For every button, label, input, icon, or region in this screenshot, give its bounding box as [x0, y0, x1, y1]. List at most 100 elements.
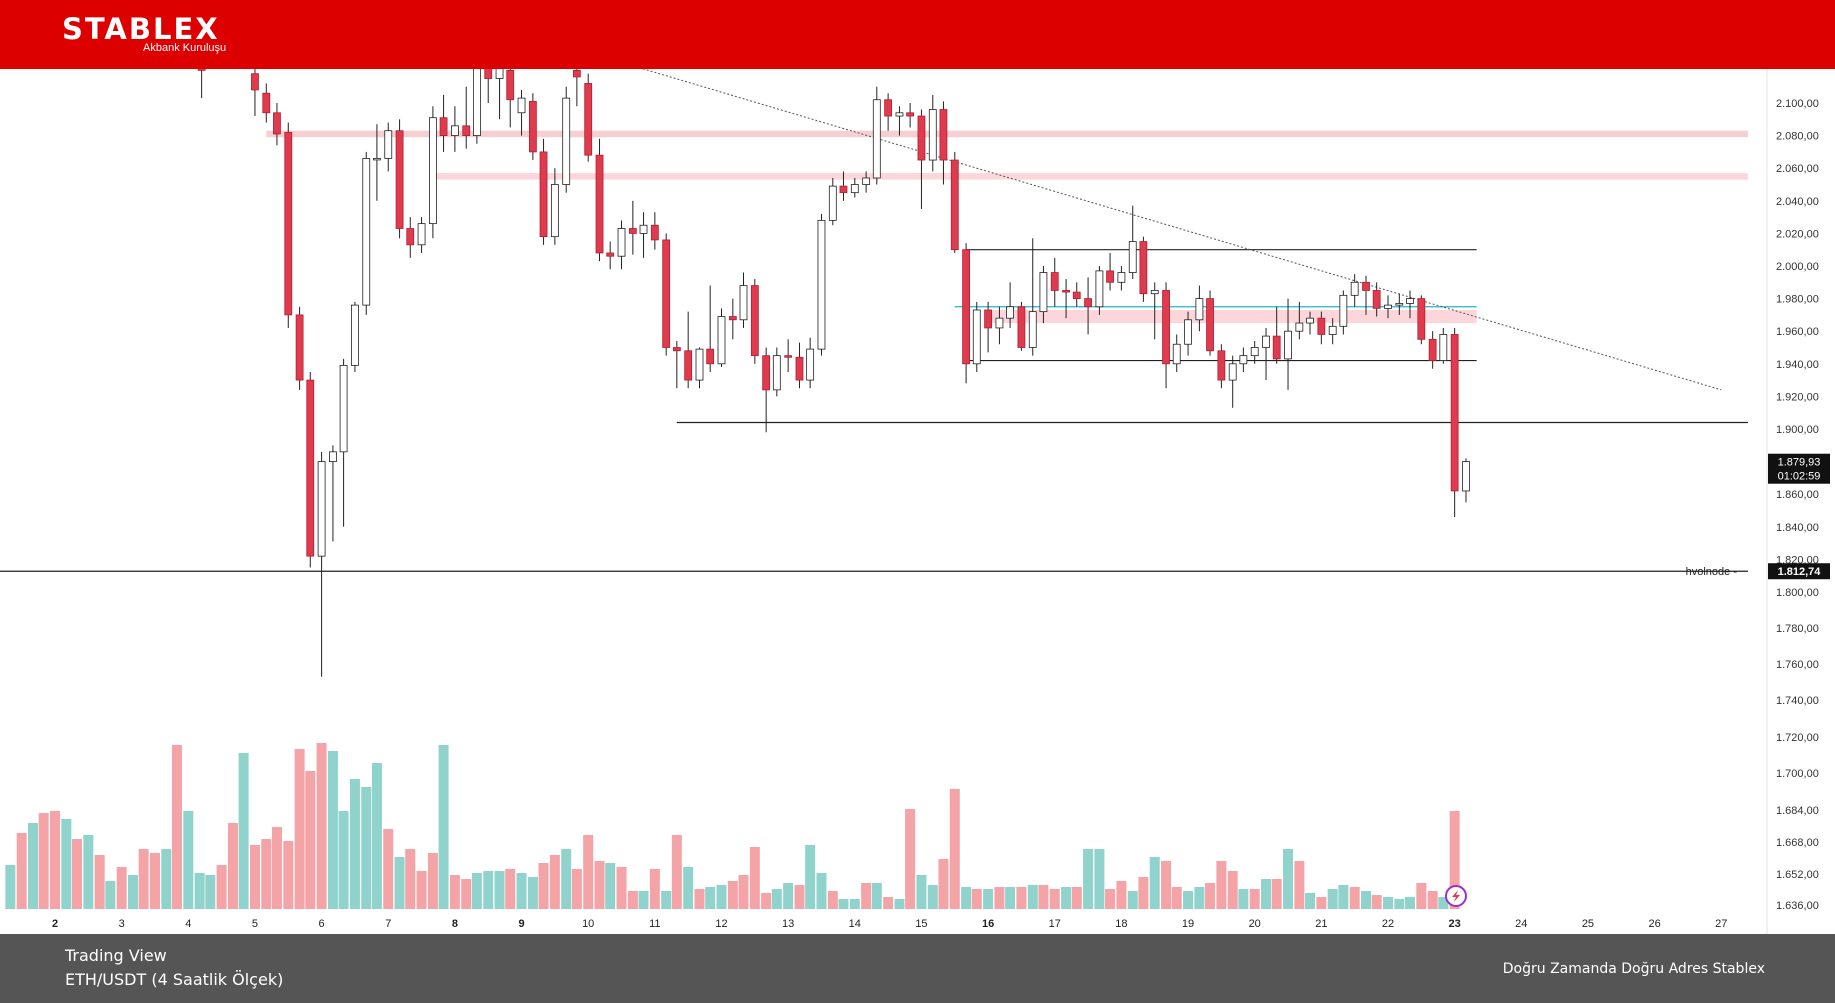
candle-body	[639, 224, 648, 234]
candle-body	[1228, 363, 1237, 381]
x-tick-label: 13	[782, 918, 794, 930]
candle-body	[772, 355, 781, 391]
volume-bar	[638, 891, 649, 909]
candle-body	[1306, 317, 1314, 324]
candle-body	[1362, 281, 1370, 291]
candle-body	[373, 158, 381, 161]
x-tick-label: 24	[1515, 918, 1527, 930]
volume-bar	[283, 841, 294, 909]
candle-body	[984, 309, 992, 329]
footer-subtitle: ETH/USDT (4 Saatlik Ölçek)	[65, 970, 284, 989]
chart-area[interactable]: 2.100,00 2.080,00 2.060,00 2.040,00 2.020,00…	[0, 45, 1835, 934]
volume-bar	[771, 889, 782, 909]
volume-bar	[1294, 861, 1305, 909]
volume-bar	[427, 853, 438, 909]
volume-bar	[1283, 849, 1294, 909]
candle-body	[928, 109, 937, 161]
candle-body	[862, 177, 871, 185]
x-tick-label: 4	[185, 918, 191, 930]
candle-body	[939, 109, 948, 161]
volume-bar	[271, 827, 282, 909]
candle-body	[1328, 325, 1337, 335]
candle-body	[806, 348, 815, 381]
candle-body	[429, 117, 437, 225]
volume-bar	[1083, 849, 1094, 909]
resistance-zone	[266, 130, 1748, 138]
y-tick-label: 1.840,00	[1776, 522, 1819, 534]
candle-body	[251, 73, 259, 91]
resistance-zone	[988, 310, 1477, 324]
volume-bar	[316, 743, 327, 909]
volume-bar	[649, 869, 660, 909]
volume-bar	[616, 867, 627, 909]
header-bar: STABLEX Akbank Kuruluşu	[0, 0, 1835, 69]
y-tick-label: 2.000,00	[1776, 261, 1819, 273]
volume-bar	[794, 885, 805, 909]
candle-body	[1106, 270, 1114, 283]
candle-body	[684, 350, 693, 381]
x-tick-label: 10	[582, 918, 594, 930]
x-tick-label: 17	[1049, 918, 1061, 930]
volume-bar	[1238, 889, 1249, 909]
y-tick-label: 2.040,00	[1776, 196, 1819, 208]
candle-body	[484, 69, 493, 79]
volume-bar	[461, 879, 472, 909]
candle-body	[917, 115, 926, 161]
volume-bar	[727, 881, 738, 909]
x-tick-label: 12	[715, 918, 727, 930]
candle-body	[795, 356, 804, 381]
volume-bar	[838, 899, 849, 909]
volume-bar	[861, 883, 872, 909]
volume-bar	[138, 849, 149, 909]
price-chart[interactable]: 2.100,00 2.080,00 2.060,00 2.040,00 2.020,00…	[0, 45, 1835, 934]
candle-body	[1172, 343, 1181, 365]
candle-body	[1195, 298, 1204, 321]
volume-bar	[238, 753, 249, 909]
candle-body	[972, 309, 981, 365]
volume-bar	[28, 823, 39, 909]
candle-body	[197, 69, 206, 71]
candle-body	[528, 100, 537, 153]
volume-bar	[171, 745, 182, 909]
x-tick-label: 20	[1249, 918, 1261, 930]
volume-bar	[183, 811, 194, 909]
candle-body	[1384, 304, 1392, 309]
volume-bar	[261, 839, 272, 909]
volume-bar	[594, 861, 605, 909]
volume-bar	[1183, 891, 1194, 909]
candle-body	[1217, 350, 1226, 381]
candle-body	[1050, 272, 1059, 291]
candle-body	[672, 347, 681, 352]
lightning-icon[interactable]	[1444, 885, 1467, 907]
volume-bar	[1404, 897, 1415, 909]
candle-body	[662, 239, 671, 348]
candle-body	[329, 451, 337, 463]
candle-body	[1272, 335, 1281, 360]
volume-bar	[705, 887, 716, 909]
candle-body	[1206, 298, 1214, 352]
volume-bar	[1305, 893, 1316, 909]
volume-bar	[471, 873, 482, 909]
footer-slogan: Doğru Zamanda Doğru Adres Stablex	[1502, 961, 1765, 977]
volume-bar	[438, 745, 449, 909]
price-axis: 2.100,00 2.080,00 2.060,00 2.040,00 2.020,00…	[1766, 69, 1819, 934]
volume-bar	[349, 779, 360, 909]
candle-body	[1072, 291, 1081, 300]
x-tick-label: 15	[915, 918, 927, 930]
candle-body	[717, 316, 726, 365]
candle-body	[1117, 272, 1126, 283]
stablex-logo: STABLEX	[62, 12, 220, 46]
volume-bar	[971, 889, 982, 909]
candle-body	[1317, 317, 1326, 335]
volume-bar	[116, 867, 127, 909]
y-tick-label: 1.684,00	[1776, 805, 1819, 817]
volume-bar	[683, 867, 694, 909]
volume-bar	[71, 839, 82, 909]
volume-bar	[938, 859, 949, 909]
x-tick-label: 27	[1715, 918, 1727, 930]
y-tick-label: 1.860,00	[1776, 489, 1819, 501]
x-tick-label: 7	[385, 918, 391, 930]
volume-bar	[1349, 887, 1360, 909]
y-tick-label: 1.960,00	[1776, 326, 1819, 338]
candle-body	[739, 285, 748, 321]
